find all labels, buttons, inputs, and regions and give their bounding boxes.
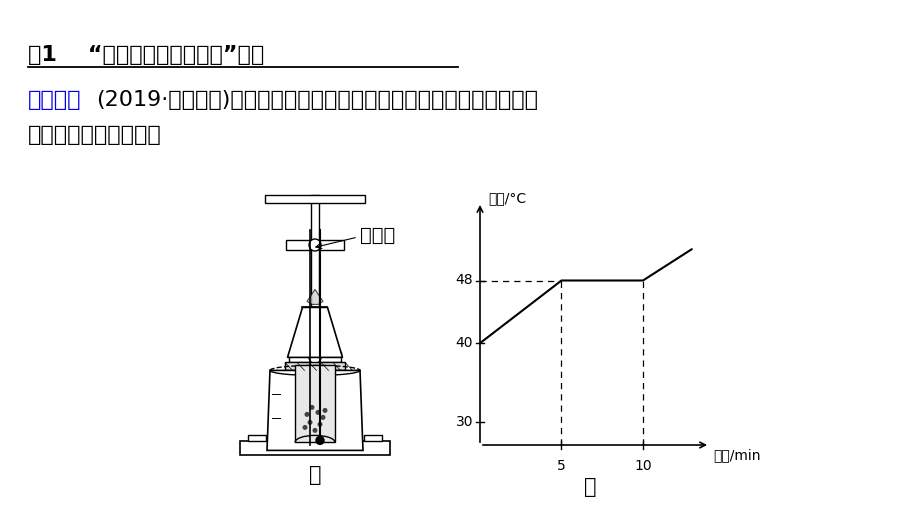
Text: 角1    “探究固体的燔化特点”实验: 角1 “探究固体的燔化特点”实验 (28, 45, 264, 65)
Bar (248, 435, 266, 441)
Circle shape (302, 425, 307, 430)
Circle shape (315, 410, 320, 415)
Bar (295, 365, 335, 442)
Circle shape (323, 408, 327, 413)
Bar (319, 240, 344, 250)
Text: 乙: 乙 (584, 477, 596, 497)
Text: (2019·云南中考)学习小组的同学用如图甲所示的装置探究某种晶体燔: (2019·云南中考)学习小组的同学用如图甲所示的装置探究某种晶体燔 (96, 90, 538, 110)
Bar (311, 195, 319, 437)
Bar (285, 363, 345, 370)
Bar (265, 195, 365, 203)
Bar (364, 435, 381, 441)
Circle shape (309, 239, 321, 251)
Bar (240, 441, 390, 455)
Text: 48: 48 (455, 274, 472, 287)
Polygon shape (287, 307, 342, 357)
Text: 搞拌器: 搞拌器 (359, 225, 395, 244)
Circle shape (315, 436, 323, 444)
Text: 甲: 甲 (309, 465, 321, 485)
Polygon shape (307, 290, 323, 305)
Text: 30: 30 (455, 414, 472, 428)
Text: 温度/°C: 温度/°C (487, 191, 526, 205)
Text: 【典题】: 【典题】 (28, 90, 82, 110)
Circle shape (304, 412, 309, 417)
Bar (289, 352, 311, 363)
Circle shape (317, 422, 323, 427)
Text: 化时温度变化的规律。: 化时温度变化的规律。 (28, 125, 162, 145)
Polygon shape (267, 370, 363, 450)
Text: 40: 40 (455, 336, 472, 350)
Circle shape (307, 420, 312, 425)
Circle shape (309, 405, 314, 410)
Text: 10: 10 (633, 459, 651, 473)
Circle shape (309, 351, 321, 364)
Circle shape (312, 428, 317, 433)
Text: 时间/min: 时间/min (712, 448, 760, 462)
Bar (286, 240, 311, 250)
Text: 5: 5 (557, 459, 565, 473)
Bar (319, 352, 341, 363)
Circle shape (320, 415, 325, 420)
